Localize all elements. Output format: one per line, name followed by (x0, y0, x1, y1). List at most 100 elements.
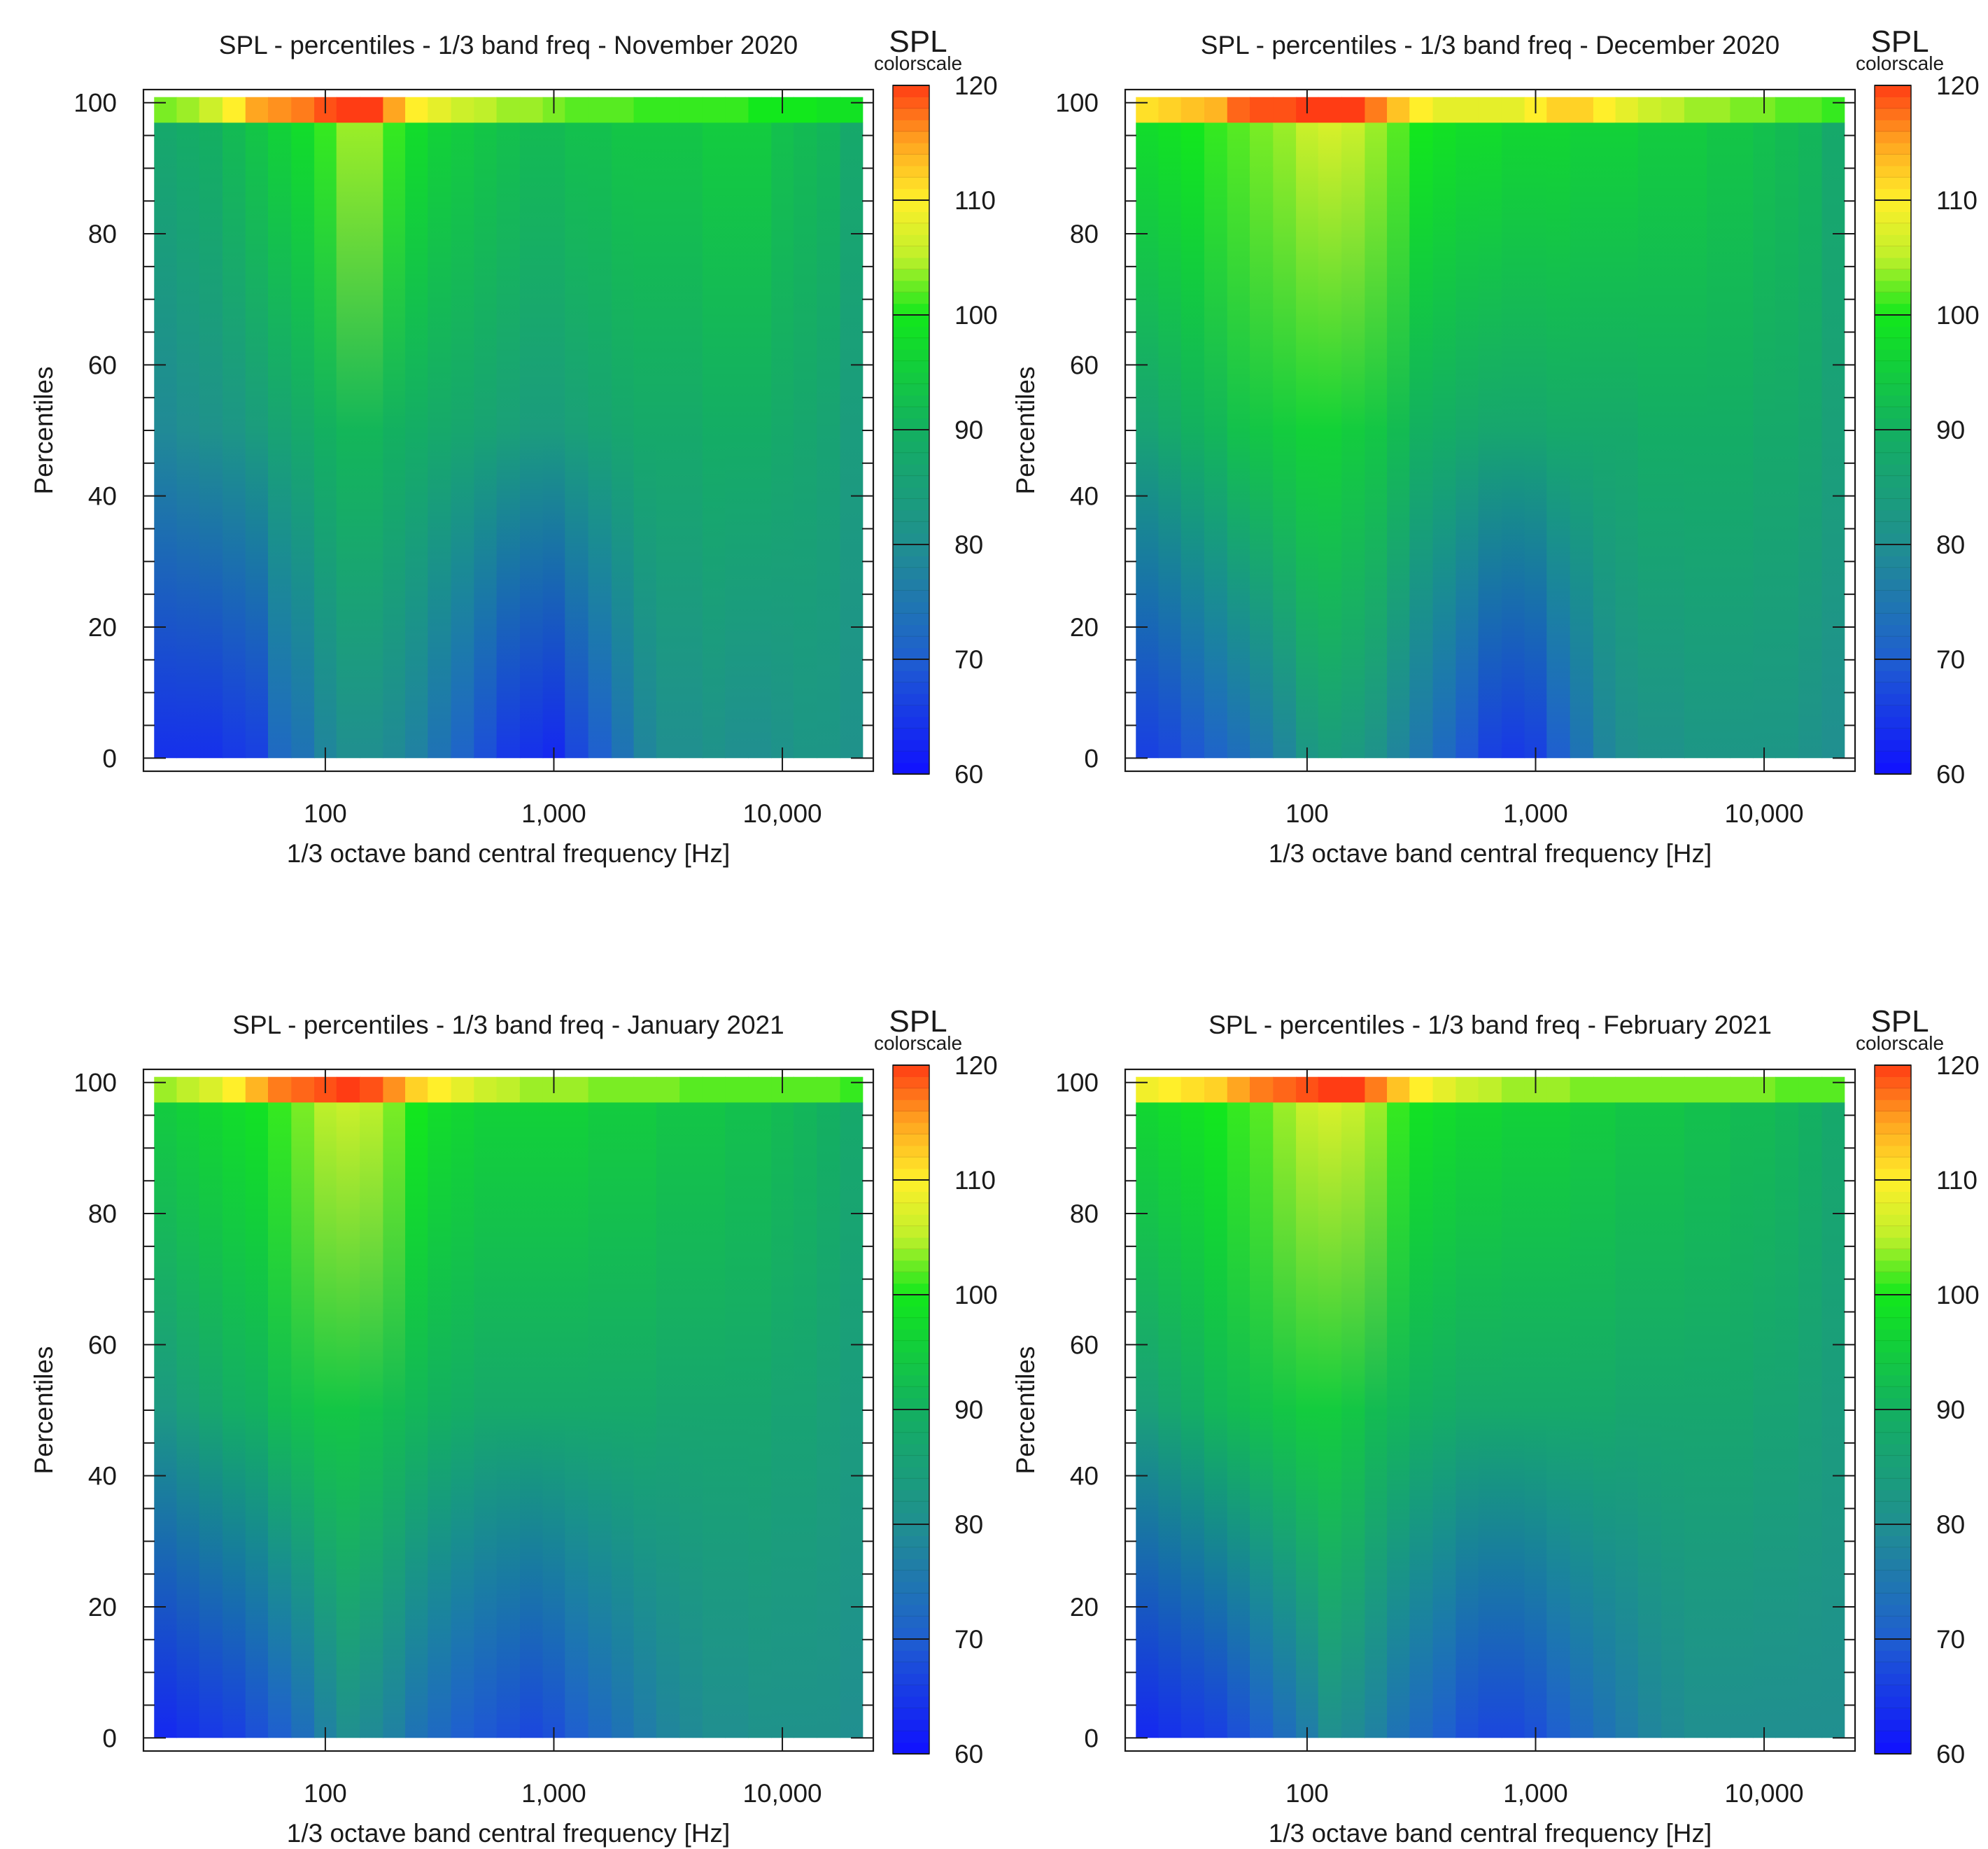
colorbar-cell (1875, 1111, 1911, 1123)
y-tick-label: 40 (88, 482, 117, 511)
colorbar-cell (1875, 509, 1911, 522)
heatmap-cell (1593, 97, 1616, 123)
colorbar-cell (1875, 108, 1911, 120)
colorbar-cell (1875, 1398, 1911, 1410)
colorbar-cell (893, 1489, 929, 1502)
heatmap-cell (1661, 122, 1685, 759)
colorbar-cell (1875, 349, 1911, 362)
heatmap-cell (1684, 1076, 1707, 1103)
colorbar-cell (1875, 1191, 1911, 1204)
heatmap-cell (1387, 97, 1410, 123)
heatmap-cell (565, 1102, 589, 1738)
colorbar-cell (893, 1650, 929, 1663)
colorbar-cell (893, 188, 929, 201)
colorbar-subtitle: colorscale (874, 52, 962, 74)
colorbar-cell (893, 418, 929, 430)
heatmap-cell (428, 97, 452, 123)
heatmap-cell (1775, 97, 1799, 123)
heatmap-cell (1570, 97, 1594, 123)
colorbar-cell (1875, 1650, 1911, 1663)
heatmap-cell (154, 1076, 178, 1103)
heatmap-cell (1798, 97, 1823, 123)
heatmap-cell (267, 1076, 292, 1103)
heatmap-cell (383, 122, 406, 759)
heatmap-cell (314, 122, 337, 759)
heatmap-cell (519, 122, 544, 759)
colorbar-subtitle: colorscale (1856, 1032, 1944, 1054)
heatmap-cell (725, 122, 749, 759)
x-tick-label: 1,000 (1503, 1779, 1568, 1808)
heatmap-cell (748, 122, 772, 759)
heatmap-cell (1273, 1102, 1297, 1738)
heatmap-cell (1637, 97, 1662, 123)
heatmap-cell (1707, 122, 1731, 759)
heatmap-cell (1730, 122, 1754, 759)
heatmap-cell (1341, 1102, 1365, 1738)
colorbar-cell (1875, 1489, 1911, 1502)
heatmap-cell (267, 122, 292, 759)
x-tick-label: 1,000 (521, 799, 586, 828)
heatmap-cell (336, 1076, 360, 1103)
y-tick-label: 100 (73, 1069, 117, 1097)
colorbar-cell (893, 1272, 929, 1284)
heatmap-cell (656, 1102, 680, 1738)
chart-panel-3: 0 20 40 60 80 100 100 1,000 10,000 SPL - percenti… (29, 1004, 998, 1848)
heatmap-cell (428, 1076, 452, 1103)
heatmap-cell (1455, 97, 1479, 123)
colorbar-cell (1875, 430, 1911, 442)
heatmap-cell (405, 97, 428, 123)
colorbar-cell (893, 97, 929, 109)
colorbar-cell (1875, 567, 1911, 579)
heatmap-cell (1158, 1076, 1182, 1103)
chart-title: SPL - percentiles - 1/3 band freq - Dece… (1201, 31, 1779, 59)
heatmap-cell (360, 97, 383, 123)
colorbar-cell (893, 452, 929, 465)
heatmap-cell (1341, 97, 1365, 123)
colorbar-tick-label: 120 (1936, 71, 1980, 100)
colorbar-cell (893, 441, 929, 454)
colorbar-tick-label: 120 (954, 71, 998, 100)
heatmap-cell (1501, 97, 1525, 123)
colorbar-cell (893, 1352, 929, 1364)
y-tick-label: 0 (1084, 1724, 1099, 1752)
colorbar-cell (893, 533, 929, 545)
heatmap-cell (154, 1102, 178, 1738)
chart-title: SPL - percentiles - 1/3 band freq - Nove… (219, 31, 798, 59)
heatmap-cell (176, 97, 200, 123)
heatmap-cell (360, 1076, 383, 1103)
colorbar-cell (893, 717, 929, 729)
colorbar-cell (1875, 337, 1911, 350)
heatmap-cell (1455, 1076, 1479, 1103)
heatmap-cell (1136, 122, 1159, 759)
colorbar-cell (893, 1547, 929, 1559)
heatmap-cell (1546, 122, 1571, 759)
colorbar-cell (893, 246, 929, 258)
y-tick-label: 100 (1055, 89, 1099, 118)
colorbar-cell (1875, 1134, 1911, 1146)
heatmap-cell (565, 122, 589, 759)
x-tick-label: 100 (1285, 1779, 1329, 1808)
colorbar-cell (1875, 360, 1911, 373)
y-tick-label: 20 (88, 613, 117, 642)
heatmap-cell (176, 1076, 200, 1103)
colorbar-cell (1875, 1467, 1911, 1479)
colorbar-tick-label: 100 (1936, 301, 1980, 330)
colorbar-cell (1875, 1570, 1911, 1582)
y-tick-label: 0 (102, 744, 117, 773)
heatmap-cell (656, 97, 680, 123)
colorbar-cell (893, 1340, 929, 1353)
colorbar-cell (893, 85, 929, 97)
heatmap-cell (1593, 1076, 1616, 1103)
colorbar-cell (1875, 579, 1911, 591)
heatmap-cell (1798, 122, 1823, 759)
colorbar-tick-label: 100 (954, 1281, 998, 1309)
colorbar-cell (1875, 751, 1911, 764)
colorbar-cell (1875, 1731, 1911, 1743)
heatmap-cell (1227, 97, 1250, 123)
colorbar-tick-label: 80 (954, 530, 983, 559)
colorbar-cell (893, 464, 929, 477)
colorbar-cell (893, 1111, 929, 1123)
heatmap-cell (1546, 1076, 1571, 1103)
heatmap-cell (840, 97, 863, 123)
colorbar-cell (1875, 1501, 1911, 1514)
